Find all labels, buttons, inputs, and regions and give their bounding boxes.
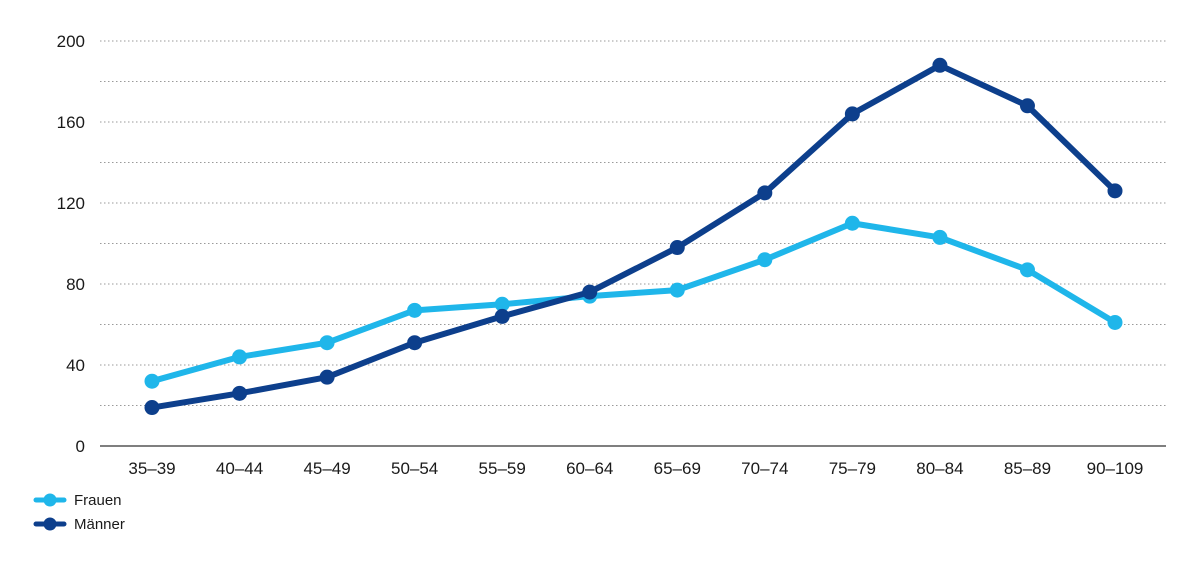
data-point bbox=[319, 369, 335, 385]
data-point bbox=[757, 185, 773, 201]
data-point bbox=[582, 284, 598, 300]
data-point bbox=[319, 335, 335, 351]
data-point bbox=[1019, 98, 1035, 114]
legend-swatch-marker bbox=[43, 517, 57, 531]
data-point bbox=[407, 335, 423, 351]
data-point bbox=[407, 302, 423, 318]
x-tick-label: 45–49 bbox=[303, 459, 350, 478]
data-point bbox=[932, 229, 948, 245]
data-point bbox=[232, 349, 248, 365]
y-tick-label: 120 bbox=[57, 194, 85, 213]
data-point bbox=[669, 240, 685, 256]
x-tick-label: 75–79 bbox=[829, 459, 876, 478]
x-tick-label: 90–109 bbox=[1087, 459, 1144, 478]
x-tick-label: 50–54 bbox=[391, 459, 438, 478]
legend-label: Männer bbox=[74, 516, 125, 533]
series-line-0 bbox=[149, 220, 1118, 385]
gridlines bbox=[100, 40, 1166, 406]
x-tick-label: 80–84 bbox=[916, 459, 963, 478]
x-tick-label: 85–89 bbox=[1004, 459, 1051, 478]
x-tick-label: 70–74 bbox=[741, 459, 788, 478]
data-point bbox=[669, 282, 685, 298]
data-point bbox=[1107, 183, 1123, 199]
x-tick-label: 55–59 bbox=[479, 459, 526, 478]
data-point bbox=[844, 106, 860, 122]
legend-swatch-marker bbox=[43, 493, 57, 507]
x-tick-label: 65–69 bbox=[654, 459, 701, 478]
legend-label: Frauen bbox=[74, 492, 122, 509]
data-point bbox=[144, 400, 160, 416]
series-layer bbox=[144, 57, 1123, 416]
data-point bbox=[1107, 314, 1123, 330]
y-tick-label: 40 bbox=[66, 356, 85, 375]
y-axis-ticks: 0 40 80 120 160 200 bbox=[57, 32, 85, 456]
x-tick-label: 40–44 bbox=[216, 459, 263, 478]
data-point bbox=[1019, 262, 1035, 278]
legend: Frauen Männer bbox=[33, 492, 125, 533]
data-point bbox=[932, 57, 948, 73]
data-point bbox=[757, 252, 773, 268]
y-tick-label: 200 bbox=[57, 32, 85, 51]
data-point bbox=[494, 296, 510, 312]
y-tick-label: 160 bbox=[57, 113, 85, 132]
x-tick-label: 60–64 bbox=[566, 459, 613, 478]
x-axis-ticks: 35–39 40–44 45–49 50–54 55–59 60–64 65–69 70–74… bbox=[128, 459, 1143, 478]
series-line-1 bbox=[149, 62, 1118, 411]
x-tick-label: 35–39 bbox=[128, 459, 175, 478]
data-point bbox=[232, 385, 248, 401]
data-point bbox=[144, 373, 160, 389]
y-tick-label: 80 bbox=[66, 275, 85, 294]
y-tick-label: 0 bbox=[76, 437, 85, 456]
data-point bbox=[494, 308, 510, 324]
data-point bbox=[844, 215, 860, 231]
